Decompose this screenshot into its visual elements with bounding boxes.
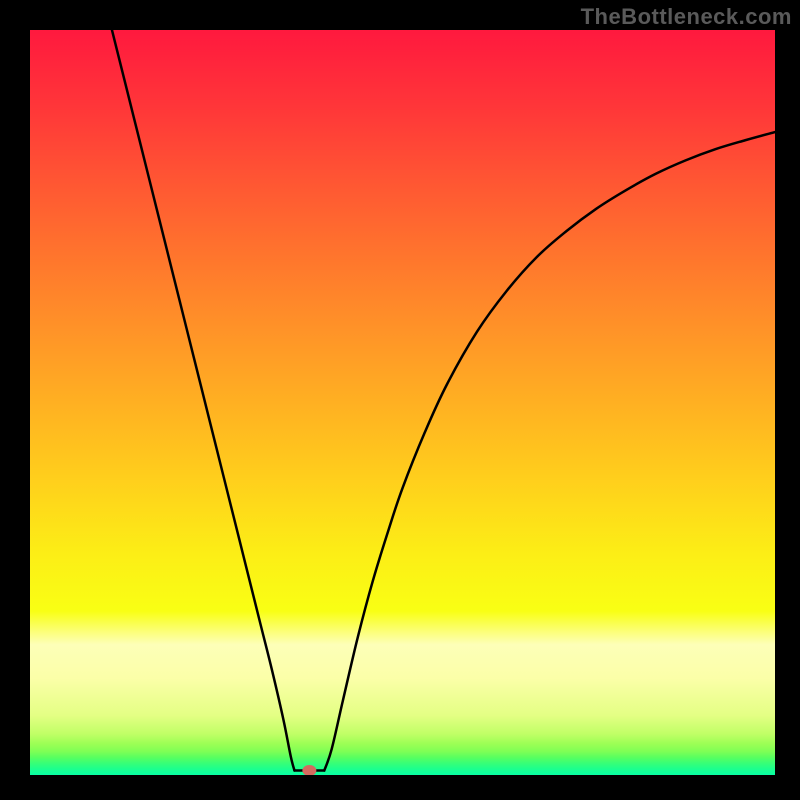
- bottleneck-curve-chart: [30, 30, 775, 775]
- chart-container: TheBottleneck.com: [0, 0, 800, 800]
- gradient-background: [30, 30, 775, 775]
- watermark-text: TheBottleneck.com: [581, 4, 792, 30]
- plot-area: [30, 30, 775, 775]
